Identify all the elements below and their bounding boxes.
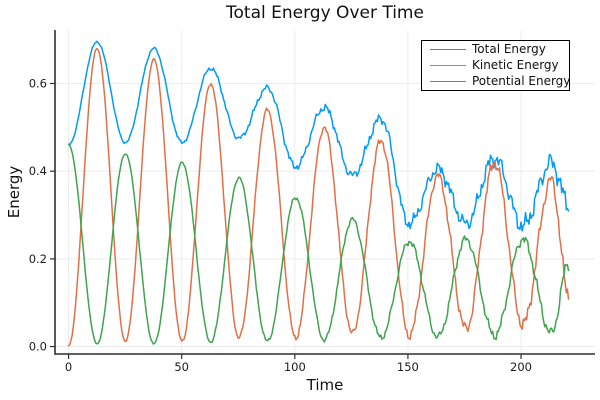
y-tick-label: 0.4 (29, 164, 47, 178)
legend-entry-kinetic-energy: Kinetic Energy (430, 59, 569, 73)
legend-line-sample-potential-energy (430, 80, 466, 82)
legend: Total Energy Kinetic Energy Potential En… (421, 40, 570, 91)
legend-label-potential-energy: Potential Energy (472, 73, 571, 88)
y-tick-label: 0.6 (29, 76, 47, 90)
y-axis-title: Energy (5, 165, 23, 219)
x-tick-label: 100 (284, 360, 306, 374)
x-axis-title: Time (306, 376, 344, 394)
x-tick-label: 50 (174, 360, 189, 374)
y-tick-label: 0.2 (29, 252, 47, 266)
legend-line-sample-kinetic-energy (430, 65, 466, 66)
legend-entry-total-energy: Total Energy (430, 43, 569, 57)
legend-label-kinetic-energy: Kinetic Energy (472, 58, 559, 72)
series-line-potential-energy (67, 143, 570, 345)
legend-entry-potential-energy: Potential Energy (430, 73, 571, 88)
y-tick-label: 0.0 (29, 340, 47, 354)
x-tick-label: 200 (510, 360, 532, 374)
legend-label-total-energy: Total Energy (472, 42, 546, 57)
series-line-total-energy (67, 40, 570, 232)
series-line-kinetic-energy (67, 47, 570, 347)
x-tick-label: 150 (397, 360, 419, 374)
legend-line-sample-total-energy (430, 49, 466, 51)
chart-title: Total Energy Over Time (226, 3, 424, 23)
x-tick-label: 0 (65, 360, 72, 374)
